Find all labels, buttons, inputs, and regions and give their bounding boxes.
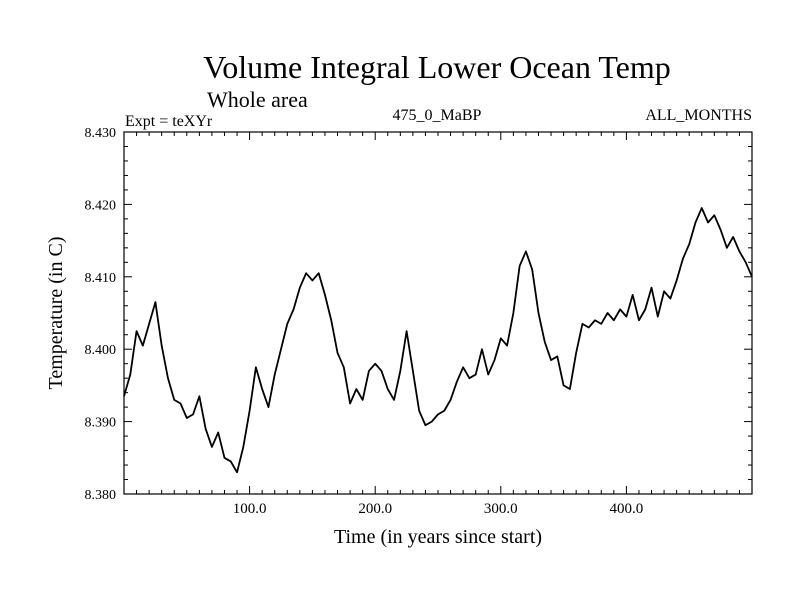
header-center: 475_0_MaBP xyxy=(393,107,482,124)
x-tick-label: 400.0 xyxy=(610,501,644,517)
data-layer xyxy=(123,207,753,474)
series-line xyxy=(123,207,753,474)
plot-frame xyxy=(123,131,753,495)
x-axis-label: Time (in years since start) xyxy=(334,526,542,548)
y-axis-label: Temperature (in C) xyxy=(45,237,67,390)
y-tick-label: 8.420 xyxy=(85,198,117,213)
y-tick-label: 8.380 xyxy=(85,488,117,503)
y-tick-label: 8.430 xyxy=(85,126,117,141)
x-tick-label: 300.0 xyxy=(484,501,518,517)
x-tick-label: 200.0 xyxy=(358,501,392,517)
chart-subtitle: Whole area xyxy=(207,87,308,112)
y-tick-label: 8.410 xyxy=(85,271,117,286)
y-tick-label: 8.400 xyxy=(85,343,117,358)
chart-title: Volume Integral Lower Ocean Temp xyxy=(203,49,671,85)
header-right: ALL_MONTHS xyxy=(645,107,752,124)
axis-ticks: 100.0 200.0 300.0 400.0 8.380 8.390 8.400 8.410… xyxy=(85,126,752,517)
x-tick-label: 100.0 xyxy=(233,501,267,517)
y-tick-label: 8.390 xyxy=(85,416,117,431)
header-left: Expt = teXYr xyxy=(125,113,213,130)
